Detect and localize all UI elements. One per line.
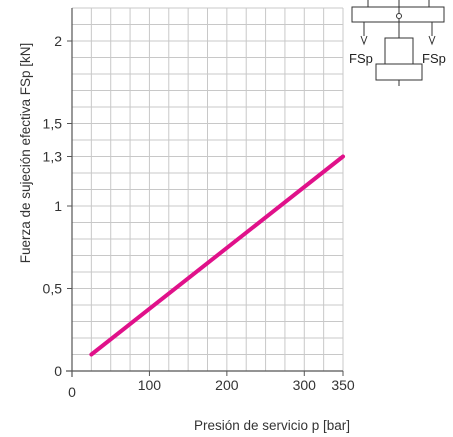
x-tick-label: 100 — [138, 377, 162, 393]
x-tick-label: 200 — [215, 377, 239, 393]
x-tick-label: 350 — [331, 377, 355, 393]
series-line — [89, 154, 345, 357]
force-arrowhead-right — [428, 35, 436, 46]
force-label-left: FSp — [349, 51, 373, 66]
chart-grid — [72, 7, 344, 371]
clamp-diagram — [351, 0, 445, 86]
chart-series — [89, 154, 345, 357]
y-tick-label: 1,5 — [43, 116, 63, 132]
clamp-diagram-cylinder — [384, 37, 414, 65]
y-tick-label: 0 — [54, 363, 62, 379]
y-tick-labels: 0 0,5 1 1,3 1,5 2 — [43, 33, 72, 379]
force-arrowhead-left — [360, 35, 368, 46]
y-tick-label: 0,5 — [43, 281, 63, 297]
x-tick-label: 0 — [68, 384, 76, 400]
y-tick-label: 2 — [54, 33, 62, 49]
clamp-diagram-base — [375, 63, 423, 81]
clamp-diagram-pivot — [396, 13, 402, 19]
x-tick-labels: 0 100 200 300 350 — [68, 371, 355, 400]
y-tick-label: 1 — [54, 198, 62, 214]
force-label-right: FSp — [422, 51, 446, 66]
y-axis-label: Fuerza de sujeción efectiva FSp [kN] — [18, 43, 33, 264]
x-tick-label: 300 — [293, 377, 317, 393]
y-tick-label: 1,3 — [43, 149, 63, 165]
x-axis-label: Presión de servicio p [bar] — [194, 418, 350, 433]
chart-axes — [66, 8, 343, 377]
